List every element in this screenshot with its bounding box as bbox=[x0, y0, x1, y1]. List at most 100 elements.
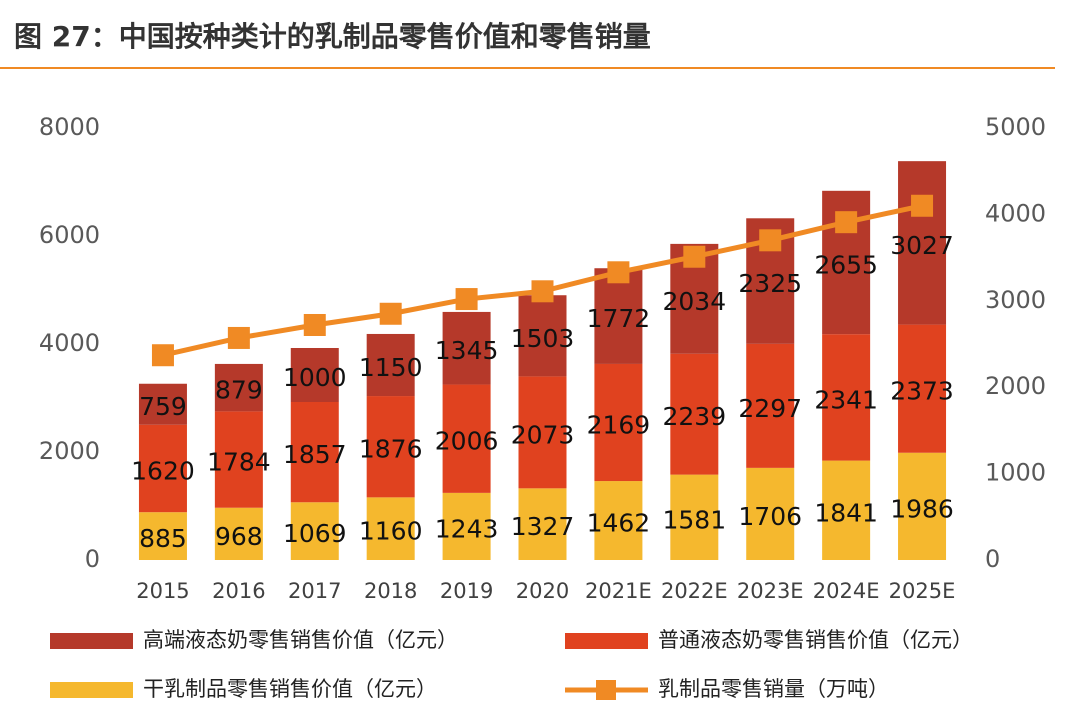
line-marker bbox=[303, 313, 326, 336]
bar-segment bbox=[290, 401, 339, 503]
data-label: 1784 bbox=[207, 448, 271, 477]
bar-segment bbox=[214, 363, 263, 412]
line-marker bbox=[911, 194, 934, 217]
data-label: 2034 bbox=[663, 287, 727, 316]
bar-segment bbox=[594, 268, 643, 364]
x-tick-label: 2025E bbox=[889, 579, 956, 603]
legend-label: 普通液态奶零售销售价值（亿元） bbox=[658, 628, 973, 652]
y-tick-label: 8000 bbox=[39, 113, 100, 141]
bar-segment bbox=[366, 396, 415, 498]
x-tick-label: 2016 bbox=[212, 579, 265, 603]
data-label: 1841 bbox=[814, 498, 878, 527]
bar-segment bbox=[898, 452, 947, 560]
bar-segment bbox=[366, 333, 415, 397]
data-label: 1327 bbox=[511, 512, 575, 541]
x-tick-label: 2015 bbox=[136, 579, 189, 603]
data-label: 1069 bbox=[283, 519, 347, 548]
data-label: 1150 bbox=[359, 353, 423, 382]
bar-segment bbox=[822, 460, 871, 560]
bar-segment bbox=[594, 481, 643, 560]
data-label: 1000 bbox=[283, 363, 347, 392]
legend-label: 高端液态奶零售销售价值（亿元） bbox=[143, 628, 458, 652]
data-label: 2655 bbox=[814, 250, 878, 279]
data-label: 1345 bbox=[435, 336, 499, 365]
y-tick-label: 0 bbox=[85, 545, 100, 573]
x-tick-label: 2020 bbox=[516, 579, 569, 603]
bar-segment bbox=[138, 512, 187, 560]
bar-segment bbox=[442, 384, 491, 493]
chart-title: 图 27：中国按种类计的乳制品零售价值和零售销量 bbox=[14, 20, 651, 53]
legend-swatch bbox=[50, 682, 133, 698]
line-marker bbox=[455, 288, 478, 311]
line-marker bbox=[227, 326, 250, 349]
data-label: 1503 bbox=[511, 324, 575, 353]
bar-segment bbox=[290, 347, 339, 402]
data-label: 759 bbox=[139, 392, 187, 421]
bar-segment bbox=[366, 497, 415, 560]
bar-segment bbox=[214, 411, 263, 508]
data-label: 1160 bbox=[359, 517, 423, 546]
x-tick-label: 2018 bbox=[364, 579, 417, 603]
data-label: 1620 bbox=[131, 456, 195, 485]
x-tick-label: 2022E bbox=[661, 579, 728, 603]
y2-tick-label: 5000 bbox=[985, 113, 1046, 141]
x-tick-label: 2023E bbox=[737, 579, 804, 603]
legend-marker bbox=[596, 680, 616, 700]
bar-segment bbox=[518, 295, 567, 377]
x-tick-label: 2024E bbox=[813, 579, 880, 603]
data-label: 2073 bbox=[511, 420, 575, 449]
y-tick-label: 2000 bbox=[39, 437, 100, 465]
bar-segment bbox=[518, 376, 567, 489]
bar-segment bbox=[214, 507, 263, 560]
data-label: 1857 bbox=[283, 440, 347, 469]
data-label: 2239 bbox=[663, 402, 727, 431]
x-tick-label: 2021E bbox=[585, 579, 652, 603]
bar-segment bbox=[138, 424, 187, 513]
line-marker bbox=[607, 261, 630, 284]
x-tick-label: 2017 bbox=[288, 579, 341, 603]
data-label: 3027 bbox=[890, 231, 954, 260]
bar-segment bbox=[670, 353, 719, 475]
bar-segment bbox=[898, 324, 947, 453]
data-label: 1706 bbox=[738, 502, 802, 531]
data-label: 885 bbox=[139, 524, 187, 553]
legend-swatch bbox=[50, 633, 133, 649]
bar-segment bbox=[746, 343, 795, 468]
line-marker bbox=[683, 245, 706, 268]
data-label: 879 bbox=[215, 376, 263, 405]
y2-tick-label: 3000 bbox=[985, 286, 1046, 314]
data-label: 1876 bbox=[359, 435, 423, 464]
data-label: 1772 bbox=[587, 304, 651, 333]
data-label: 2325 bbox=[738, 269, 802, 298]
bar-segment bbox=[518, 488, 567, 560]
data-label: 2341 bbox=[814, 385, 878, 414]
bar-segment bbox=[898, 161, 947, 325]
data-label: 1462 bbox=[587, 509, 651, 538]
y-tick-label: 6000 bbox=[39, 221, 100, 249]
line-marker bbox=[531, 280, 554, 303]
data-label: 1581 bbox=[663, 505, 727, 534]
bar-segment bbox=[670, 474, 719, 560]
legend-label: 干乳制品零售销售价值（亿元） bbox=[143, 677, 437, 701]
bar-segment bbox=[138, 383, 187, 425]
y2-tick-label: 1000 bbox=[985, 459, 1046, 487]
line-marker bbox=[379, 302, 402, 325]
data-label: 2373 bbox=[890, 377, 954, 406]
bar-segment bbox=[594, 363, 643, 482]
line-marker bbox=[759, 229, 782, 252]
bar-segment bbox=[746, 467, 795, 560]
data-label: 1986 bbox=[890, 494, 954, 523]
line-marker bbox=[835, 211, 858, 234]
data-label: 2006 bbox=[435, 427, 499, 456]
line-marker bbox=[151, 344, 174, 367]
data-label: 1243 bbox=[435, 514, 499, 543]
legend-swatch bbox=[565, 633, 648, 649]
y2-tick-label: 4000 bbox=[985, 199, 1046, 227]
y2-tick-label: 0 bbox=[985, 545, 1000, 573]
data-label: 2297 bbox=[738, 394, 802, 423]
bar-segment bbox=[442, 311, 491, 385]
bar-segment bbox=[290, 502, 339, 560]
y-tick-label: 4000 bbox=[39, 329, 100, 357]
y2-tick-label: 2000 bbox=[985, 372, 1046, 400]
